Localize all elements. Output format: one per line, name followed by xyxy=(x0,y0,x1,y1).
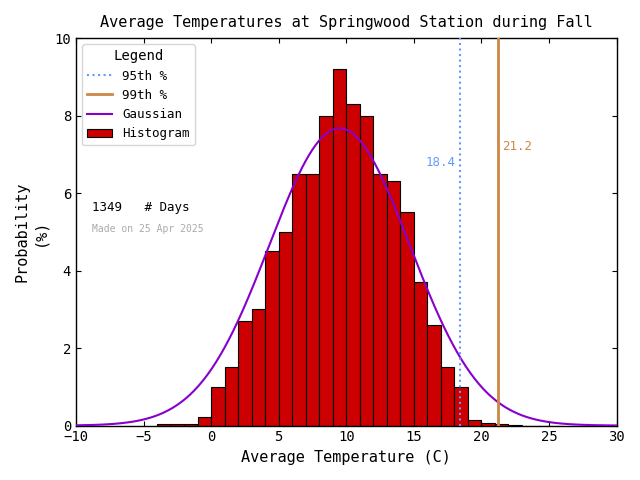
Bar xyxy=(238,321,252,426)
Bar xyxy=(306,174,319,426)
Bar xyxy=(198,417,211,426)
Bar xyxy=(509,425,522,426)
Text: 18.4: 18.4 xyxy=(426,156,456,168)
Bar xyxy=(495,424,509,426)
Bar xyxy=(360,116,373,426)
Bar xyxy=(225,368,238,426)
Text: Made on 25 Apr 2025: Made on 25 Apr 2025 xyxy=(92,224,204,234)
Bar xyxy=(171,424,184,426)
Bar xyxy=(319,116,333,426)
Legend: 95th %, 99th %, Gaussian, Histogram: 95th %, 99th %, Gaussian, Histogram xyxy=(82,44,195,145)
Title: Average Temperatures at Springwood Station during Fall: Average Temperatures at Springwood Stati… xyxy=(100,15,593,30)
Bar xyxy=(441,368,454,426)
Bar xyxy=(184,424,198,426)
Bar xyxy=(428,325,441,426)
Bar xyxy=(454,387,468,426)
Bar xyxy=(373,174,387,426)
Text: 1349   # Days: 1349 # Days xyxy=(92,201,189,214)
X-axis label: Average Temperature (C): Average Temperature (C) xyxy=(241,450,451,465)
Bar xyxy=(211,387,225,426)
Bar xyxy=(481,423,495,426)
Bar xyxy=(157,424,171,426)
Bar xyxy=(346,104,360,426)
Bar xyxy=(333,69,346,426)
Bar xyxy=(468,420,481,426)
Text: 21.2: 21.2 xyxy=(502,140,532,153)
Bar xyxy=(387,181,401,426)
Bar xyxy=(414,282,428,426)
Bar xyxy=(265,251,278,426)
Bar xyxy=(278,232,292,426)
Bar xyxy=(292,174,306,426)
Bar xyxy=(252,309,265,426)
Bar xyxy=(401,213,414,426)
Y-axis label: Probability
(%): Probability (%) xyxy=(15,181,47,282)
